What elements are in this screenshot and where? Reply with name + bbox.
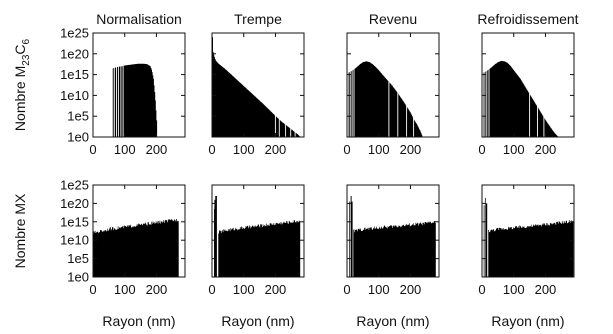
x-tick-label: 0 <box>208 142 215 157</box>
y-tick-label: 1e15 <box>60 67 89 82</box>
y-tick-label: 1e5 <box>67 109 89 124</box>
y-tick-label: 1e20 <box>60 46 89 61</box>
row-label-m23c6: Nombre M23C6 <box>12 38 32 131</box>
column-title: Revenu <box>369 11 417 27</box>
spike-bar <box>350 196 352 277</box>
plot-frame <box>346 184 440 278</box>
x-tick-label: 0 <box>208 282 215 297</box>
histogram-bars <box>488 219 574 277</box>
y-tick-label: 1e20 <box>60 196 89 211</box>
x-tick-label: 0 <box>478 142 485 157</box>
row-label-mx: Nombre MX <box>12 193 28 268</box>
x-tick-label: 100 <box>368 142 390 157</box>
plot-frame <box>211 184 305 278</box>
x-axis-title: Rayon (nm) <box>102 313 175 329</box>
column-titles: Normalisation Trempe Revenu Refroidissement <box>96 11 578 27</box>
plot-frame <box>346 32 440 138</box>
spike-bar <box>213 208 215 277</box>
row-label-part: C <box>12 44 28 54</box>
spike-bar <box>483 205 485 277</box>
spike-bar <box>351 201 353 277</box>
histogram-bars <box>212 37 301 138</box>
spike-bar <box>348 201 351 277</box>
panel-0-1: 0 100 200 1e0 1e5 1e10 1e15 1e20 1e25 Rayon (nm) <box>60 178 186 329</box>
y-tick-label: 1e5 <box>67 251 89 266</box>
x-axis-title: Rayon (nm) <box>491 313 564 329</box>
column-title: Trempe <box>234 11 282 27</box>
x-tick-label: 200 <box>400 142 422 157</box>
x-tick-label: 200 <box>265 142 287 157</box>
histogram-bars <box>93 219 179 277</box>
x-tick-label: 0 <box>89 142 96 157</box>
y-tick-label: 1e25 <box>60 26 89 41</box>
x-tick-label: 200 <box>535 142 557 157</box>
x-tick-label: 100 <box>233 282 255 297</box>
spike-bar <box>215 196 217 277</box>
x-tick-label: 200 <box>400 282 422 297</box>
row-label-part: 6 <box>21 38 32 44</box>
panel-1-0: 0 100 200 <box>208 32 305 157</box>
x-axis-title: Rayon (nm) <box>221 313 294 329</box>
x-tick-label: 0 <box>343 282 350 297</box>
y-tick-label: 1e0 <box>67 130 89 145</box>
panel-3-0: 0 100 200 <box>478 32 575 157</box>
x-tick-label: 0 <box>478 282 485 297</box>
plot-frame <box>92 32 186 138</box>
spike-bar <box>485 203 488 277</box>
y-tick-label: 1e10 <box>60 88 89 103</box>
row-label-part: 23 <box>21 54 32 66</box>
x-tick-label: 100 <box>368 282 390 297</box>
x-tick-label: 200 <box>146 142 168 157</box>
panel-2-0: 0 100 200 <box>343 32 440 157</box>
y-tick-label: 1e25 <box>60 178 89 193</box>
plot-frame <box>481 184 575 278</box>
spike-bar <box>214 199 216 277</box>
x-tick-label: 100 <box>503 142 525 157</box>
x-tick-label: 100 <box>114 282 136 297</box>
y-tick-label: 1e10 <box>60 233 89 248</box>
x-tick-label: 100 <box>503 282 525 297</box>
panel-2-1: 0 100 200 Rayon (nm) <box>343 184 440 329</box>
histogram-bars <box>353 220 436 277</box>
x-tick-label: 200 <box>265 282 287 297</box>
row-labels: Nombre M23C6 Nombre MX <box>12 38 32 268</box>
plot-frame <box>92 184 186 278</box>
x-tick-label: 200 <box>146 282 168 297</box>
y-tick-label: 1e0 <box>67 270 89 285</box>
x-tick-label: 100 <box>114 142 136 157</box>
panel-0-0: 0 100 200 1e0 1e5 1e10 1e15 1e20 1e25 <box>60 26 186 157</box>
panels: 0 100 200 1e0 1e5 1e10 1e15 1e20 1e25 0 100 200 0 100… <box>60 26 575 329</box>
y-tick-label: 1e15 <box>60 214 89 229</box>
x-tick-label: 100 <box>233 142 255 157</box>
histogram-bars <box>218 220 301 277</box>
panel-3-1: 0 100 200 Rayon (nm) <box>478 184 575 329</box>
x-tick-label: 0 <box>89 282 96 297</box>
histogram-bars <box>483 60 559 137</box>
column-title: Refroidissement <box>477 11 578 27</box>
x-tick-label: 200 <box>535 282 557 297</box>
panel-1-1: 0 100 200 Rayon (nm) <box>208 184 305 329</box>
plot-frame <box>481 32 575 138</box>
row-label-part: Nombre M <box>12 66 28 131</box>
x-axis-title: Rayon (nm) <box>356 313 429 329</box>
plot-frame <box>211 32 305 138</box>
x-tick-label: 0 <box>343 142 350 157</box>
histogram-bars <box>348 61 423 137</box>
column-title: Normalisation <box>96 11 182 27</box>
